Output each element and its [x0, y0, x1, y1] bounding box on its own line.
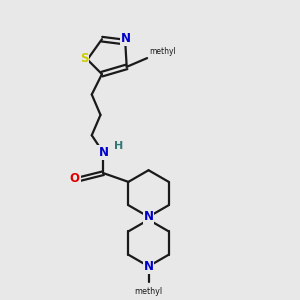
- Text: methyl: methyl: [134, 287, 163, 296]
- Text: N: N: [143, 210, 154, 223]
- Text: H: H: [114, 141, 123, 151]
- Text: O: O: [70, 172, 80, 185]
- Text: N: N: [121, 32, 131, 45]
- Text: N: N: [98, 146, 108, 159]
- Text: N: N: [143, 260, 154, 273]
- Text: methyl: methyl: [149, 47, 176, 56]
- Text: S: S: [80, 52, 88, 64]
